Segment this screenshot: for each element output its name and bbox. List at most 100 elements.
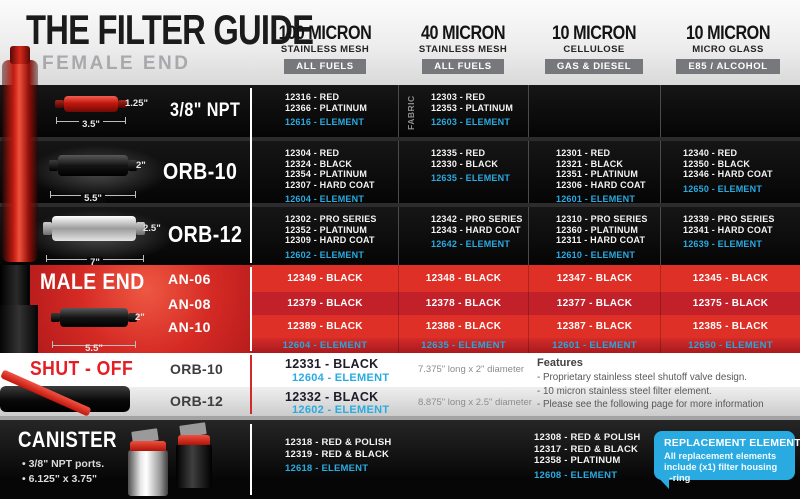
part-number: 12385 - BLACK (660, 315, 800, 338)
part-number: 12375 - BLACK (660, 292, 800, 315)
an-fitting-photo (0, 265, 38, 353)
element-numbers: 12639 - ELEMENT (683, 239, 763, 249)
male-length-dim: 5.5" (52, 335, 136, 354)
fabric-note: FABRIC (406, 95, 416, 130)
row-label-an08: AN-08 (168, 296, 211, 312)
part-numbers: 12318 - RED & POLISH 12319 - RED & BLACK (285, 437, 392, 460)
cell-orb10-10micron-cellulose: 12301 - RED 12321 - BLACK 12351 - PLATIN… (528, 141, 660, 204)
element-number: 12604 - ELEMENT (282, 340, 368, 351)
replacement-elements-callout: REPLACEMENT ELEMENTS All replacement ele… (654, 431, 800, 489)
npt-filter-image (55, 96, 127, 112)
element-numbers: 12602 - ELEMENT (285, 249, 365, 260)
male-filter-image (51, 308, 137, 327)
column-subtitle: MICRO GLASS (692, 44, 764, 55)
row-divider (0, 203, 800, 207)
orb12-diameter-dim: 2.5" (143, 223, 161, 234)
fuel-badge: E85 / ALCOHOL (676, 59, 780, 74)
female-row-npt: 1.25" 3.5" 3/8" NPT 12316 - RED 12366 - … (0, 85, 800, 137)
element-numbers: 12618 - ELEMENT (285, 463, 369, 474)
part-numbers: 12303 - RED 12353 - PLATINUM (431, 92, 514, 113)
row-label-an06: AN-06 (168, 271, 211, 287)
page-header: THE FILTER GUIDE FEMALE END 100 MICRON S… (0, 0, 800, 85)
orb12-length-dim: 7" (46, 249, 144, 268)
label-column-divider (250, 88, 252, 263)
row-label-shutoff-orb10: ORB-10 (170, 361, 224, 377)
canister-chrome-photo (128, 428, 168, 496)
column-subtitle: CELLULOSE (563, 44, 625, 55)
element-numbers: 12603 - ELEMENT (431, 117, 511, 127)
part-numbers: 12308 - RED & POLISH 12317 - RED & BLACK… (534, 432, 641, 466)
column-header-10-micron-cellulose: 10 MICRON CELLULOSE GAS & DIESEL (524, 24, 664, 74)
female-row-orb12: 2.5" 7" ORB-12 12302 - PRO SERIES 12352 … (0, 207, 800, 268)
row-label-orb10: ORB-10 (163, 158, 238, 184)
page-title: THE FILTER GUIDE (26, 6, 314, 53)
column-title: 40 MICRON (420, 23, 506, 44)
cell-npt-40micron: FABRIC 12303 - RED 12353 - PLATINUM 1260… (398, 85, 528, 137)
cell-npt-10micron-cellulose (528, 85, 660, 137)
row-label-shutoff-orb12: ORB-12 (170, 393, 224, 409)
part-number: 12377 - BLACK (528, 292, 660, 315)
canister-black-photo (176, 422, 212, 488)
cell-npt-100micron: 12316 - RED 12366 - PLATINUM 12616 - ELE… (252, 85, 398, 137)
shutoff-element-orb10: 12604 - ELEMENT (292, 372, 390, 384)
male-diameter-dim: 2" (135, 312, 145, 323)
part-numbers: 12302 - PRO SERIES 12352 - PLATINUM 1230… (285, 214, 377, 245)
shutoff-section: SHUT - OFF ORB-10 ORB-12 12331 - BLACK 1… (0, 353, 800, 417)
canister-red-cap (178, 435, 210, 445)
part-number: 12379 - BLACK (287, 298, 363, 309)
cell-orb10-10micron-glass: 12340 - RED 12350 - BLACK 12346 - HARD C… (660, 141, 800, 203)
npt-diameter-dim: 1.25" (125, 98, 148, 109)
element-numbers: 12610 - ELEMENT (556, 249, 636, 260)
element-numbers: 12650 - ELEMENT (683, 183, 763, 194)
callout-title: REPLACEMENT ELEMENTS (664, 437, 800, 449)
fuel-badge: GAS & DIESEL (544, 59, 644, 74)
cell-npt-10micron-glass (660, 85, 800, 137)
part-numbers: 12310 - PRO SERIES 12360 - PLATINUM 1231… (556, 214, 648, 245)
part-number: 12349 - BLACK (287, 273, 363, 284)
orb10-diameter-dim: 2" (136, 160, 146, 171)
cell-orb10-100micron: 12304 - RED 12324 - BLACK 12354 - PLATIN… (252, 141, 398, 215)
shutoff-part-orb10: 12331 - BLACK (285, 357, 379, 371)
element-numbers: 12608 - ELEMENT (534, 469, 618, 481)
fuel-badge: ALL FUELS (422, 59, 504, 74)
column-title: 100 MICRON (278, 23, 372, 44)
canister-red-cap (130, 441, 166, 451)
male-end-label-area: MALE END AN-06 AN-08 AN-10 2" 5.5" (0, 265, 252, 354)
female-row-orb10: 2" 5.5" ORB-10 12304 - RED 12324 - BLACK… (0, 141, 800, 215)
shutoff-size-orb10: 7.375" long x 2" diameter (418, 364, 525, 375)
shutoff-element-orb12: 12602 - ELEMENT (292, 404, 390, 416)
column-subtitle: STAINLESS MESH (280, 44, 370, 55)
column-title: 10 MICRON (551, 23, 637, 44)
canister-title: CANISTER (18, 427, 117, 452)
column-subtitle: STAINLESS MESH (418, 44, 508, 55)
shutoff-size-orb12: 8.875" long x 2.5" diameter (418, 397, 532, 408)
column-title: 10 MICRON (685, 23, 771, 44)
element-number: 12635 - ELEMENT (398, 338, 528, 353)
part-number: 12347 - BLACK (528, 265, 660, 292)
shutoff-title: SHUT - OFF (30, 358, 134, 380)
label-column-divider (250, 355, 252, 414)
male-end-section: 12349 - BLACK 12348 - BLACK 12347 - BLAC… (0, 265, 800, 354)
orb12-filter-image (43, 216, 145, 241)
part-numbers: 12342 - PRO SERIES 12343 - HARD COAT (431, 214, 523, 235)
part-number: 12345 - BLACK (660, 265, 800, 292)
cell-canister-10micron-cellulose: 12308 - RED & POLISH 12317 - RED & BLACK… (534, 432, 640, 481)
part-numbers: 12316 - RED 12366 - PLATINUM (285, 92, 368, 113)
element-numbers: 12616 - ELEMENT (285, 117, 365, 127)
part-number: 12387 - BLACK (528, 315, 660, 338)
element-number: 12601 - ELEMENT (528, 338, 660, 353)
fuel-badge: ALL FUELS (284, 59, 366, 74)
part-number: 12389 - BLACK (287, 321, 363, 332)
element-numbers: 12635 - ELEMENT (431, 173, 511, 183)
element-numbers: 12642 - ELEMENT (431, 239, 511, 249)
part-numbers: 12301 - RED 12321 - BLACK 12351 - PLATIN… (556, 148, 646, 190)
column-header-10-micron-micro-glass: 10 MICRON MICRO GLASS E85 / ALCOHOL (656, 24, 800, 74)
features-title: Features (537, 357, 583, 369)
part-numbers: 12335 - RED 12330 - BLACK (431, 148, 499, 169)
features-list: - Proprietary stainless steel shutoff va… (537, 372, 764, 410)
orb10-filter-image (49, 155, 137, 176)
row-divider (0, 137, 800, 141)
shutoff-row-orb12-bg (0, 387, 800, 416)
column-header-100-micron: 100 MICRON STAINLESS MESH ALL FUELS (255, 24, 395, 74)
